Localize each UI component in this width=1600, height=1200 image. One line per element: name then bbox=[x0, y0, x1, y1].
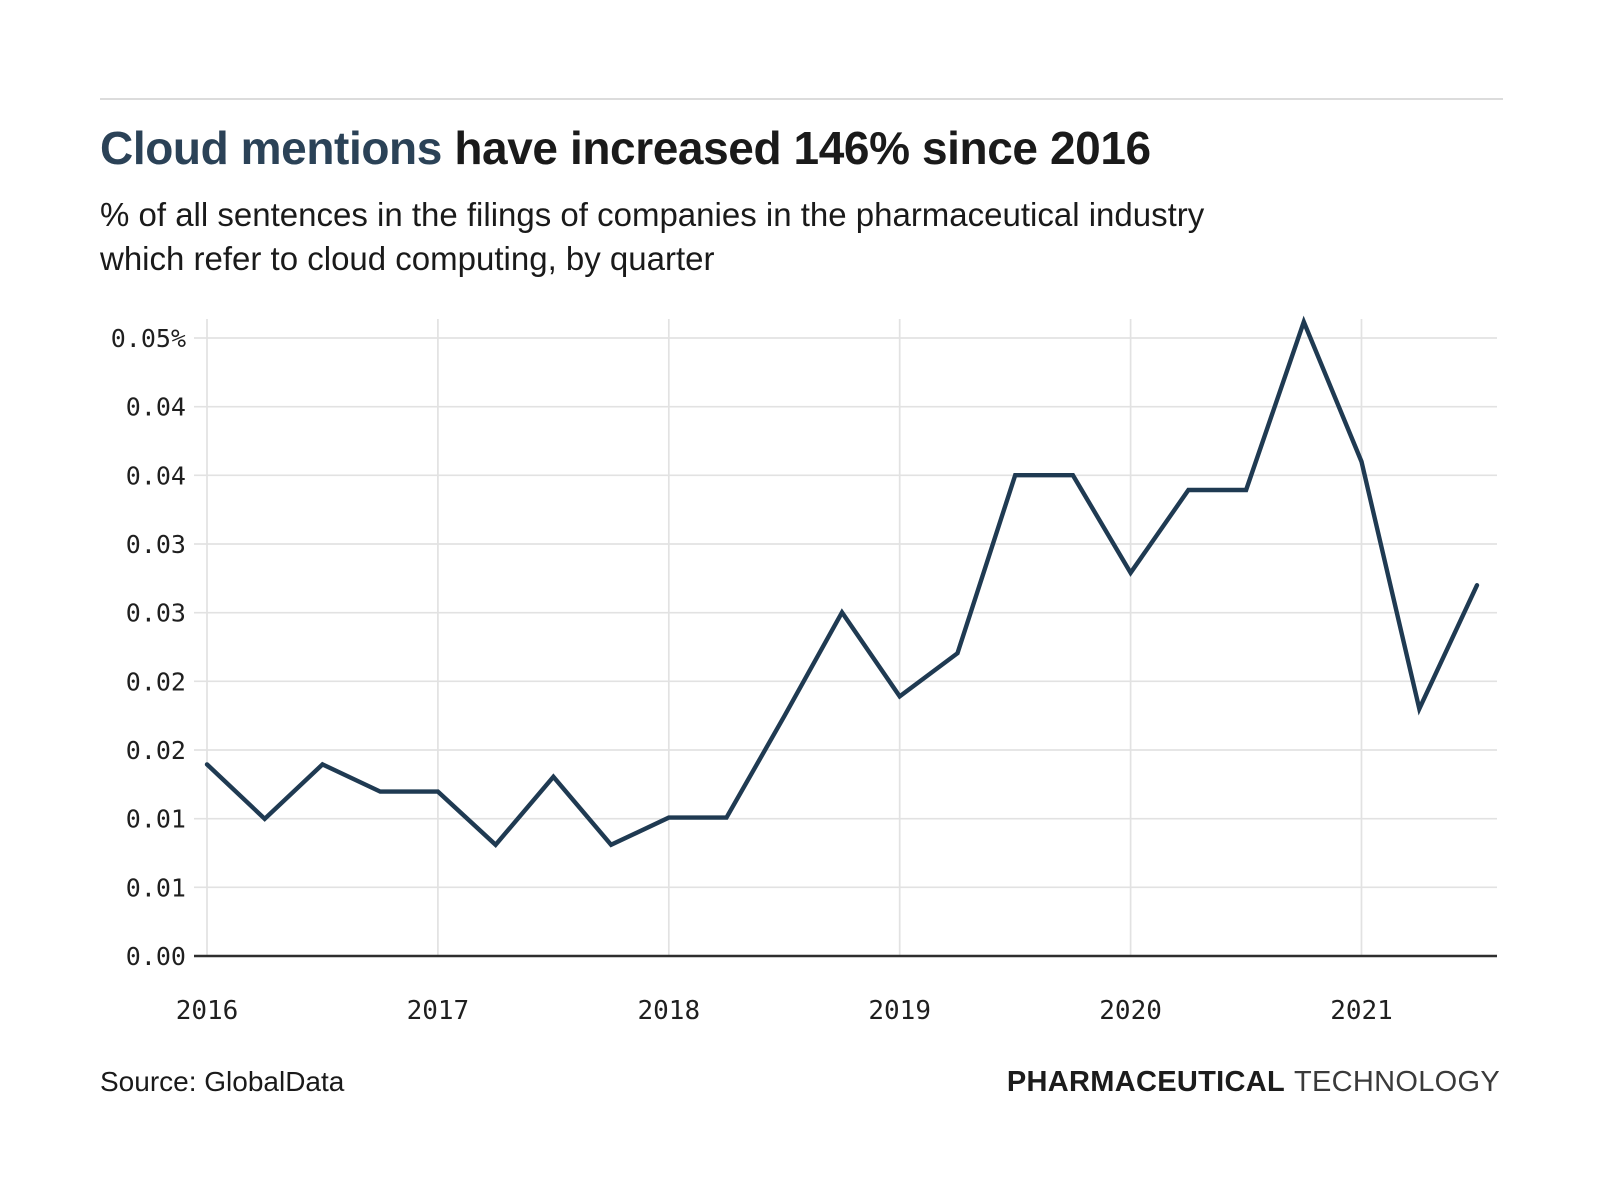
chart-subtitle-line-2: which refer to cloud computing, by quart… bbox=[100, 240, 715, 277]
y-tick-label: 0.03 bbox=[126, 530, 186, 559]
y-tick-label: 0.04 bbox=[126, 461, 186, 490]
data-line-cloud-mentions bbox=[204, 315, 1480, 848]
y-tick-label: 0.01 bbox=[126, 873, 186, 902]
x-tick-label-2017: 2017 bbox=[407, 996, 470, 1026]
chart-subtitle-line-1: % of all sentences in the filings of com… bbox=[100, 196, 1205, 233]
x-tick-label-2019: 2019 bbox=[868, 996, 931, 1026]
y-tick-label: 0.02 bbox=[126, 736, 186, 765]
y-tick-label: 0.05% bbox=[111, 324, 186, 353]
brand-word-pharmaceutical: PHARMACEUTICAL bbox=[1006, 1066, 1285, 1098]
chart-subtitle: % of all sentences in the filings of com… bbox=[100, 193, 1204, 281]
brand-word-technology: TECHNOLOGY bbox=[1293, 1066, 1500, 1098]
y-tick-label: 0.03 bbox=[126, 599, 186, 628]
brand-logo: PHARMACEUTICAL TECHNOLOGY bbox=[1007, 1066, 1500, 1099]
source-note: Source: GlobalData bbox=[100, 1066, 345, 1097]
y-tick-label: 0.02 bbox=[126, 667, 186, 696]
x-tick-label-2021: 2021 bbox=[1330, 996, 1393, 1026]
y-tick-label: 0.04 bbox=[126, 393, 186, 422]
chart-title-rest: have increased 146% since 2016 bbox=[441, 122, 1151, 174]
chart-title-accent: Cloud mentions bbox=[100, 122, 442, 174]
y-tick-label: 0.01 bbox=[126, 805, 186, 834]
top-divider bbox=[100, 98, 1503, 100]
y-tick-label: 0.00 bbox=[126, 942, 186, 971]
x-tick-label-2018: 2018 bbox=[637, 996, 700, 1026]
chart-title: Cloud mentions have increased 146% since… bbox=[100, 121, 1151, 175]
x-tick-label-2020: 2020 bbox=[1099, 996, 1162, 1026]
x-tick-label-2016: 2016 bbox=[176, 996, 239, 1026]
